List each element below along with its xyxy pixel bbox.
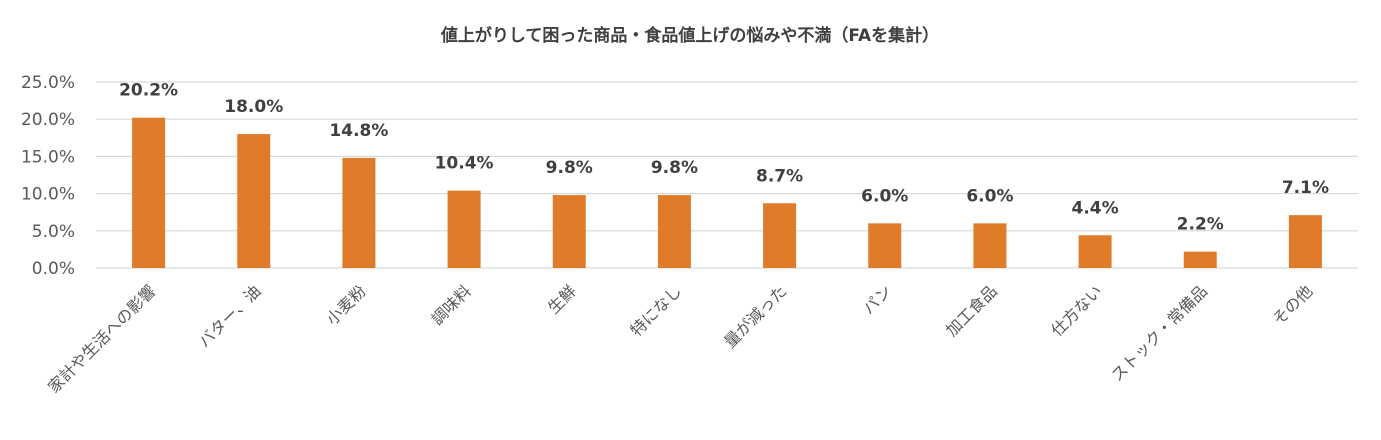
y-axis-ticks: 0.0% 5.0% 10.0% 15.0% 20.0% 25.0% — [21, 73, 75, 279]
y-tick-label: 5.0% — [32, 222, 75, 242]
data-label: 18.0% — [224, 97, 283, 117]
bar — [1078, 235, 1112, 268]
y-tick-label: 20.0% — [21, 110, 75, 130]
data-label: 6.0% — [966, 186, 1013, 206]
bar — [868, 223, 902, 268]
data-label: 2.2% — [1177, 215, 1224, 235]
x-axis-labels: 家計や生活への影響 バター、油 小麦粉 調味料 生鮮 特になし 量が減った パン 加工食品 仕方な… — [44, 281, 1316, 396]
bars — [132, 117, 1322, 268]
y-tick-label: 25.0% — [21, 73, 75, 93]
data-label: 8.7% — [756, 166, 803, 186]
bar — [237, 134, 271, 268]
data-label: 6.0% — [861, 186, 908, 206]
bar — [552, 195, 586, 268]
x-tick-label: 加工食品 — [942, 281, 1001, 340]
gridlines — [96, 81, 1358, 269]
data-label: 14.8% — [329, 121, 388, 141]
data-label: 9.8% — [546, 158, 593, 178]
x-tick-label: 特になし — [627, 281, 686, 340]
y-tick-label: 0.0% — [32, 259, 75, 279]
bar — [1288, 215, 1322, 268]
bar — [447, 190, 481, 268]
bar — [763, 203, 797, 268]
x-tick-label: 家計や生活への影響 — [44, 281, 159, 396]
data-label: 10.4% — [435, 154, 494, 174]
y-tick-label: 10.0% — [21, 185, 75, 205]
x-tick-label: 小麦粉 — [322, 281, 369, 328]
x-tick-label: その他 — [1269, 281, 1316, 328]
x-tick-label: ストック・常備品 — [1107, 281, 1211, 385]
bar — [342, 157, 376, 268]
x-tick-label: 調味料 — [428, 281, 475, 328]
x-tick-label: パン — [859, 281, 896, 318]
data-label: 20.2% — [119, 81, 178, 101]
x-tick-label: 量が減った — [720, 281, 790, 351]
data-labels: 20.2% 18.0% 14.8% 10.4% 9.8% 9.8% 8.7% 6.0% 6.0%… — [119, 81, 1329, 235]
y-tick-label: 15.0% — [21, 147, 75, 167]
bar — [132, 117, 166, 268]
bar — [1183, 251, 1217, 268]
bar — [973, 223, 1007, 268]
chart-title: 値上がりして困った商品・食品値上げの悩みや不満（FAを集計） — [440, 25, 939, 46]
x-tick-label: バター、油 — [195, 281, 265, 351]
bar — [657, 195, 691, 268]
data-label: 4.4% — [1072, 198, 1119, 218]
x-tick-label: 生鮮 — [544, 281, 580, 317]
data-label: 9.8% — [651, 158, 698, 178]
data-label: 7.1% — [1282, 178, 1329, 198]
x-tick-label: 仕方ない — [1047, 281, 1106, 340]
